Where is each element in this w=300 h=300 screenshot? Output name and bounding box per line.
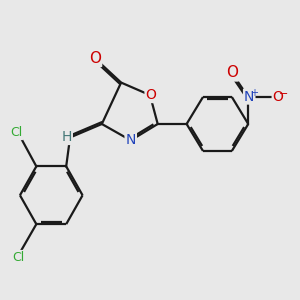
Text: O: O — [226, 65, 238, 80]
Text: O: O — [146, 88, 156, 102]
Text: N: N — [244, 89, 254, 103]
Text: H: H — [61, 130, 72, 144]
Text: +: + — [250, 88, 258, 98]
Text: −: − — [279, 89, 288, 99]
Text: N: N — [125, 134, 136, 147]
Text: O: O — [273, 90, 283, 104]
Text: O: O — [89, 51, 101, 66]
Text: Cl: Cl — [12, 251, 24, 264]
Text: Cl: Cl — [10, 126, 22, 139]
